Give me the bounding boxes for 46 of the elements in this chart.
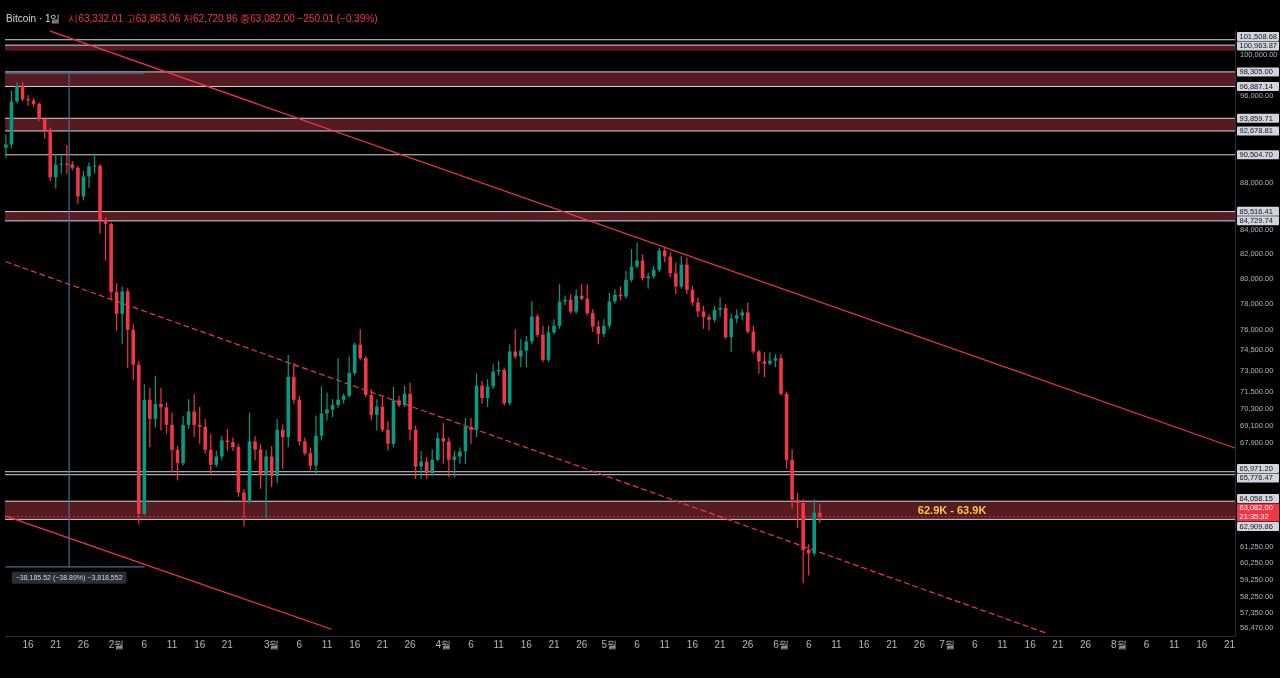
x-tick-label: 2월: [108, 638, 125, 650]
x-tick-label: 26: [404, 638, 416, 650]
x-tick-label: 7월: [939, 638, 955, 650]
x-tick-label: 6월: [773, 638, 789, 650]
x-tick-label: 6: [972, 638, 978, 650]
x-tick-label: 21: [376, 638, 388, 650]
x-tick-label: 16: [194, 638, 206, 650]
x-tick-label: 6: [805, 638, 812, 650]
x-tick-label: 6: [634, 638, 640, 650]
x-tick-label: 26: [742, 638, 754, 650]
x-tick-label: 11: [321, 638, 333, 650]
annotation: 시63,332.01 고63,863.06 저62,720.86 종63,082.00 −250.01 (−0.39%): [68, 13, 378, 24]
x-tick-label: 8월: [1110, 638, 1127, 650]
x-tick-label: 16: [520, 638, 532, 650]
x-tick-label: 21: [886, 638, 898, 650]
x-tick-label: 21: [548, 638, 560, 650]
x-tick-label: 16: [1196, 638, 1208, 650]
x-tick-label: 26: [77, 638, 89, 650]
x-tick-label: 5월: [601, 638, 618, 650]
x-tick-label: 16: [22, 638, 34, 650]
x-tick-label: 3월: [263, 638, 280, 650]
x-tick-label: 11: [831, 638, 842, 650]
x-tick-label: 16: [686, 638, 698, 650]
x-tick-label: 6: [296, 638, 303, 650]
x-tick-label: 26: [913, 638, 925, 650]
x-tick-label: 11: [166, 638, 178, 650]
x-tick-label: 21: [1223, 638, 1236, 650]
x-tick-label: 21: [50, 638, 62, 650]
x-tick-label: 26: [576, 638, 588, 650]
band-label: 62.9K - 63.9K: [917, 504, 987, 517]
x-tick-label: 4월: [435, 638, 452, 650]
x-tick-label: 11: [1168, 638, 1180, 650]
x-tick-label: 6: [468, 638, 474, 650]
x-tick-label: 6: [141, 638, 148, 650]
x-tick-label: 11: [659, 638, 670, 650]
x-tick-label: 16: [1024, 638, 1036, 650]
x-tick-label: 11: [997, 638, 1008, 650]
x-tick-label: 21: [1052, 638, 1064, 650]
x-tick-label: 16: [349, 638, 361, 650]
x-tick-label: 6: [1143, 638, 1150, 650]
x-tick-label: 26: [1079, 638, 1092, 650]
x-tick-label: 11: [493, 638, 504, 650]
x-tick-label: 16: [858, 638, 870, 650]
x-tick-label: 21: [714, 638, 726, 650]
title: Bitcoin · 1일: [6, 13, 61, 24]
x-tick-label: 21: [221, 638, 233, 650]
